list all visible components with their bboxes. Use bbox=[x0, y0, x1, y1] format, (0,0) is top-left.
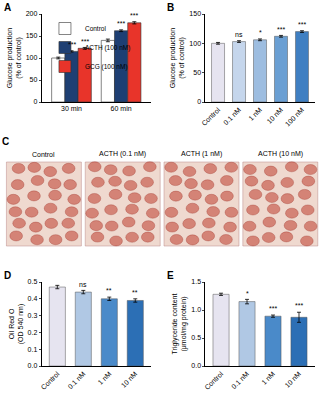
svg-text:Control: Control bbox=[200, 106, 221, 127]
svg-text:150: 150 bbox=[189, 10, 201, 17]
svg-text:150: 150 bbox=[26, 32, 38, 39]
svg-text:Control: Control bbox=[85, 25, 107, 32]
svg-text:D: D bbox=[4, 270, 11, 281]
svg-text:**: ** bbox=[132, 289, 138, 296]
svg-text:0: 0 bbox=[197, 98, 201, 105]
svg-text:10 nM: 10 nM bbox=[120, 370, 139, 389]
svg-text:1.0: 1.0 bbox=[191, 306, 201, 313]
svg-text:Triglyceride content(μmol/mg p: Triglyceride content(μmol/mg protein) bbox=[171, 294, 188, 355]
svg-text:A: A bbox=[4, 2, 11, 13]
svg-text:0.1: 0.1 bbox=[28, 346, 38, 353]
svg-text:10 nM: 10 nM bbox=[265, 106, 284, 125]
svg-text:***: *** bbox=[277, 26, 285, 33]
svg-text:C: C bbox=[2, 136, 9, 147]
svg-text:50: 50 bbox=[193, 69, 201, 76]
svg-text:1 nM: 1 nM bbox=[97, 370, 113, 386]
svg-text:***: *** bbox=[130, 12, 138, 19]
svg-text:ACTH (1 nM): ACTH (1 nM) bbox=[181, 150, 222, 158]
svg-text:***: *** bbox=[81, 38, 89, 45]
svg-text:Glucose production(% of contro: Glucose production(% of control) bbox=[169, 28, 186, 88]
svg-text:**: ** bbox=[106, 287, 112, 294]
svg-text:*: * bbox=[246, 290, 249, 297]
svg-text:E: E bbox=[167, 270, 174, 281]
svg-text:100 nM: 100 nM bbox=[284, 106, 306, 128]
svg-text:10 nM: 10 nM bbox=[283, 370, 302, 389]
svg-text:30 min: 30 min bbox=[61, 105, 82, 112]
svg-text:0.0: 0.0 bbox=[191, 362, 201, 369]
svg-text:0.5: 0.5 bbox=[191, 334, 201, 341]
svg-text:Glucose production(% of contro: Glucose production(% of control) bbox=[6, 28, 23, 88]
svg-text:0.2: 0.2 bbox=[28, 329, 38, 336]
svg-text:B: B bbox=[167, 2, 174, 13]
svg-text:60 min: 60 min bbox=[111, 105, 132, 112]
svg-text:***: *** bbox=[298, 21, 306, 28]
svg-text:0.4: 0.4 bbox=[28, 295, 38, 302]
svg-text:Control: Control bbox=[32, 151, 55, 158]
svg-text:***: *** bbox=[117, 20, 125, 27]
svg-text:ns: ns bbox=[79, 281, 87, 288]
svg-text:0.0: 0.0 bbox=[28, 362, 38, 369]
svg-text:GCG (100 nM): GCG (100 nM) bbox=[85, 63, 128, 71]
svg-text:0.1 nM: 0.1 nM bbox=[230, 370, 250, 390]
svg-text:0.1 nM: 0.1 nM bbox=[66, 370, 86, 390]
svg-text:***: *** bbox=[295, 302, 303, 309]
svg-text:200: 200 bbox=[26, 10, 38, 17]
svg-text:Oil Red O(OD 540 nm): Oil Red O(OD 540 nm) bbox=[8, 304, 25, 344]
svg-text:ACTH (10 nM): ACTH (10 nM) bbox=[258, 150, 303, 158]
svg-text:***: *** bbox=[269, 305, 277, 312]
svg-text:100: 100 bbox=[26, 54, 38, 61]
svg-text:1.5: 1.5 bbox=[191, 278, 201, 285]
svg-text:0: 0 bbox=[33, 98, 37, 105]
svg-text:***: *** bbox=[68, 41, 76, 48]
svg-text:Control: Control bbox=[203, 370, 224, 391]
svg-text:Control: Control bbox=[40, 370, 61, 391]
svg-text:ns: ns bbox=[235, 31, 243, 38]
svg-text:*: * bbox=[259, 29, 262, 36]
svg-text:1 nM: 1 nM bbox=[247, 106, 263, 122]
svg-text:0.3: 0.3 bbox=[28, 312, 38, 319]
svg-text:ACTH (100 nM): ACTH (100 nM) bbox=[85, 44, 131, 52]
svg-text:100: 100 bbox=[189, 40, 201, 47]
svg-text:1 nM: 1 nM bbox=[260, 370, 276, 386]
svg-text:50: 50 bbox=[30, 76, 38, 83]
svg-text:0.1 nM: 0.1 nM bbox=[222, 106, 242, 126]
svg-text:0.5: 0.5 bbox=[28, 278, 38, 285]
svg-text:ACTH (0.1 nM): ACTH (0.1 nM) bbox=[99, 150, 146, 158]
